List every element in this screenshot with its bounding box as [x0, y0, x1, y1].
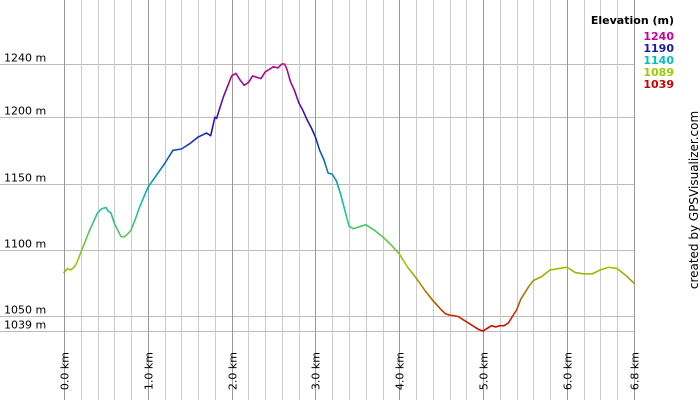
- elevation-line: [63, 63, 635, 332]
- x-tick-label-6: 6.0 km: [562, 352, 575, 390]
- x-tick-label-4: 4.0 km: [394, 352, 407, 390]
- grid-layer: [0, 0, 635, 400]
- x-tick-label-0: 0.0 km: [59, 352, 72, 390]
- credit-text: created by GPSVisualizer.com: [687, 111, 700, 289]
- x-tick-label-1: 1.0 km: [143, 352, 156, 390]
- y-tick-label-1100: 1100 m: [4, 238, 46, 251]
- y-tick-label-1050: 1050 m: [4, 304, 46, 317]
- y-tick-label-1240: 1240 m: [4, 52, 46, 65]
- x-tick-label-2: 2.0 km: [227, 352, 240, 390]
- x-tick-label-5: 5.0 km: [478, 352, 491, 390]
- line-layer: [63, 63, 635, 332]
- legend-title: Elevation (m): [591, 14, 674, 27]
- legend-entry-1039: 1039: [643, 78, 674, 91]
- y-tick-label-1150: 1150 m: [4, 172, 46, 185]
- legend: Elevation (m) 1240 1190 1140 1089 1039: [591, 14, 674, 91]
- legend-entry-1190: 1190: [643, 42, 674, 55]
- legend-entry-1140: 1140: [643, 54, 674, 67]
- y-tick-label-1039: 1039 m: [4, 319, 46, 332]
- x-tick-label-3: 3.0 km: [310, 352, 323, 390]
- axis-layer: 1039 m 1050 m 1100 m 1150 m 1200 m 1240 m 0.0 …: [4, 52, 642, 391]
- y-tick-label-1200: 1200 m: [4, 105, 46, 118]
- x-tick-label-6.8: 6.8 km: [629, 352, 642, 390]
- legend-entry-1240: 1240: [643, 30, 674, 43]
- legend-entry-1089: 1089: [643, 66, 674, 79]
